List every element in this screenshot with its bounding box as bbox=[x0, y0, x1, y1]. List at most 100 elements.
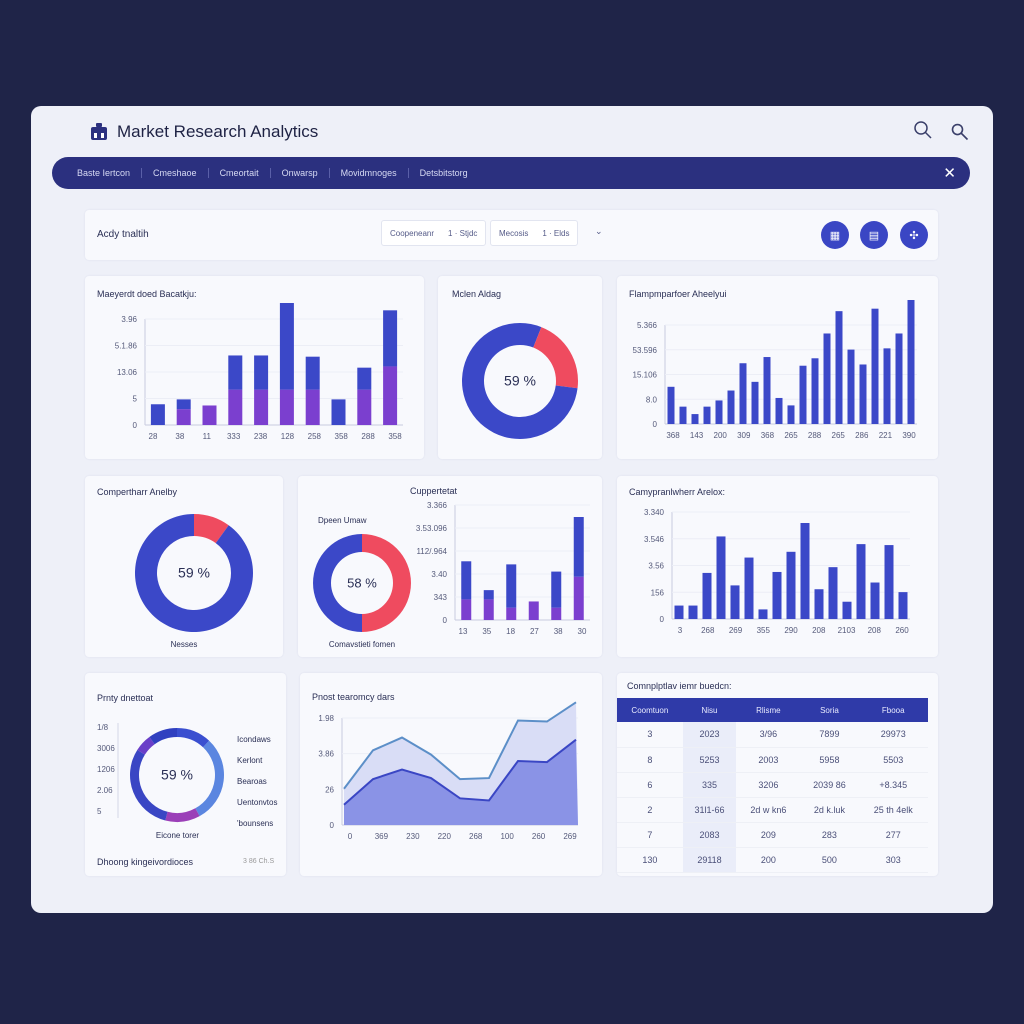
bar bbox=[202, 405, 217, 425]
bar bbox=[461, 599, 472, 620]
toolbar-title: Acdy tnaltih bbox=[97, 229, 149, 240]
x-tick-label: 38 bbox=[175, 432, 184, 441]
filter-dropdown-1[interactable]: Coopeneanr 1 · Stjdc bbox=[381, 220, 487, 246]
column-header[interactable]: Rlisme bbox=[736, 698, 801, 722]
x-tick-label: 0 bbox=[348, 832, 353, 841]
x-tick-label: 369 bbox=[375, 832, 389, 841]
bar bbox=[702, 572, 712, 619]
donut-chart: 59 % bbox=[462, 323, 578, 439]
bar bbox=[688, 605, 698, 619]
column-header[interactable]: Soria bbox=[800, 698, 859, 722]
toolbar: Acdy tnaltih Coopeneanr 1 · Stjdc Mecosis… bbox=[85, 210, 938, 260]
nav-item[interactable]: Cmeortait bbox=[209, 168, 271, 178]
bar bbox=[823, 333, 831, 424]
bar bbox=[679, 406, 687, 424]
bar bbox=[811, 358, 819, 424]
card-title: Flampmparfoer Aheelyui bbox=[629, 289, 727, 299]
nav-item[interactable]: Baste Iertcon bbox=[66, 168, 143, 178]
x-tick-label: 38 bbox=[554, 627, 563, 636]
x-tick-label: 260 bbox=[532, 832, 546, 841]
table-cell: 3 bbox=[617, 722, 683, 748]
donut-center-label: 58 % bbox=[347, 575, 377, 590]
table-icon[interactable]: ▤ bbox=[860, 221, 888, 249]
filter-label: Mecosis bbox=[499, 228, 529, 238]
y-tick-label: 3.96 bbox=[121, 315, 137, 324]
bar bbox=[895, 333, 903, 424]
bar bbox=[884, 545, 894, 619]
donut-slice bbox=[135, 514, 253, 632]
bar bbox=[883, 348, 891, 424]
close-icon[interactable]: ✕ bbox=[943, 165, 956, 182]
bar bbox=[800, 523, 810, 619]
bar bbox=[691, 414, 699, 424]
table-cell: 2003 bbox=[736, 747, 801, 773]
card-title: Mclen Aldag bbox=[452, 289, 502, 299]
bar bbox=[716, 536, 726, 619]
donut-chart: 59 % bbox=[135, 514, 253, 632]
area-lower bbox=[344, 739, 578, 825]
donut-label: Dpeen Umaw bbox=[318, 516, 367, 525]
donut-slice bbox=[194, 514, 229, 544]
bar bbox=[898, 592, 908, 619]
y-tick-label: 1/8 bbox=[97, 723, 109, 732]
nav-item[interactable]: Cmeshaoe bbox=[142, 168, 209, 178]
table-cell: 200 bbox=[736, 847, 801, 873]
nav-item[interactable]: Movidmnoges bbox=[330, 168, 409, 178]
donut-footer: Nesses bbox=[170, 640, 198, 649]
x-tick-label: 265 bbox=[832, 431, 846, 440]
bar bbox=[674, 605, 684, 619]
table-cell: 130 bbox=[617, 847, 683, 873]
bar bbox=[871, 308, 879, 424]
x-tick-label: 35 bbox=[482, 627, 491, 636]
column-header[interactable]: Coomtuon bbox=[617, 698, 683, 722]
y-tick-label: 13.06 bbox=[117, 368, 138, 377]
footer-value: 3 86 Ch.S bbox=[243, 858, 275, 865]
y-tick-label: 3.53.096 bbox=[416, 524, 448, 533]
bar bbox=[528, 601, 539, 620]
search-icon[interactable] bbox=[913, 120, 933, 140]
card-area-chart: Pnost tearomcy dars 1.98 3.86 26 0 0 369 230 22… bbox=[300, 673, 602, 876]
zoom-icon[interactable] bbox=[950, 122, 970, 142]
y-tick-label: 5.1.86 bbox=[115, 342, 138, 351]
x-tick-label: 260 bbox=[895, 626, 909, 635]
bar bbox=[763, 357, 771, 424]
column-header[interactable]: Fbooa bbox=[858, 698, 928, 722]
x-tick-label: 355 bbox=[757, 626, 771, 635]
nav-item[interactable]: Onwarsp bbox=[271, 168, 330, 178]
chevron-down-icon[interactable]: ⌄ bbox=[595, 226, 603, 236]
bar bbox=[703, 406, 711, 424]
card-competitor-combo: Cuppertetat Dpeen Umaw 58 % 3.366 3.53.09… bbox=[298, 476, 602, 657]
y-tick-label: 3.546 bbox=[644, 535, 665, 544]
ring-chart: 1/8 3006 1206 2.06 5 59 % bbox=[97, 723, 224, 822]
donut-slice bbox=[165, 808, 200, 822]
bar bbox=[461, 561, 472, 600]
y-tick-label: 8.0 bbox=[646, 395, 658, 404]
nav-item[interactable]: Detsbitstorg bbox=[419, 168, 468, 178]
settings-icon[interactable]: ✣ bbox=[900, 221, 928, 249]
table-cell: 8 bbox=[617, 747, 683, 773]
table-cell: 2d k.luk bbox=[800, 797, 859, 823]
donut-center-label: 59 % bbox=[161, 767, 193, 783]
y-tick-label: 26 bbox=[325, 785, 334, 794]
calendar-icon[interactable]: ▦ bbox=[821, 221, 849, 249]
bar bbox=[551, 571, 562, 608]
filter-dropdown-2[interactable]: Mecosis 1 · Elds bbox=[490, 220, 579, 246]
y-tick-label: 2.06 bbox=[97, 786, 113, 795]
table-cell: 303 bbox=[858, 847, 928, 873]
y-tick-label: 0 bbox=[133, 421, 138, 430]
bar bbox=[715, 400, 723, 424]
bar bbox=[814, 589, 824, 619]
x-tick-label: 11 bbox=[203, 432, 212, 441]
bar bbox=[859, 364, 867, 424]
y-tick-label: 15.106 bbox=[633, 371, 658, 380]
bar bbox=[727, 390, 735, 424]
filter-value: 1 · Stjdc bbox=[448, 228, 478, 238]
table-header-row: Coomtuon Nisu Rlisme Soria Fbooa bbox=[617, 698, 928, 722]
donut-slice bbox=[520, 323, 542, 348]
bar bbox=[483, 590, 494, 600]
x-tick-label: 288 bbox=[361, 432, 375, 441]
legend-item: Uentonvtos bbox=[237, 798, 278, 807]
column-header[interactable]: Nisu bbox=[682, 698, 737, 722]
bar bbox=[751, 381, 759, 424]
